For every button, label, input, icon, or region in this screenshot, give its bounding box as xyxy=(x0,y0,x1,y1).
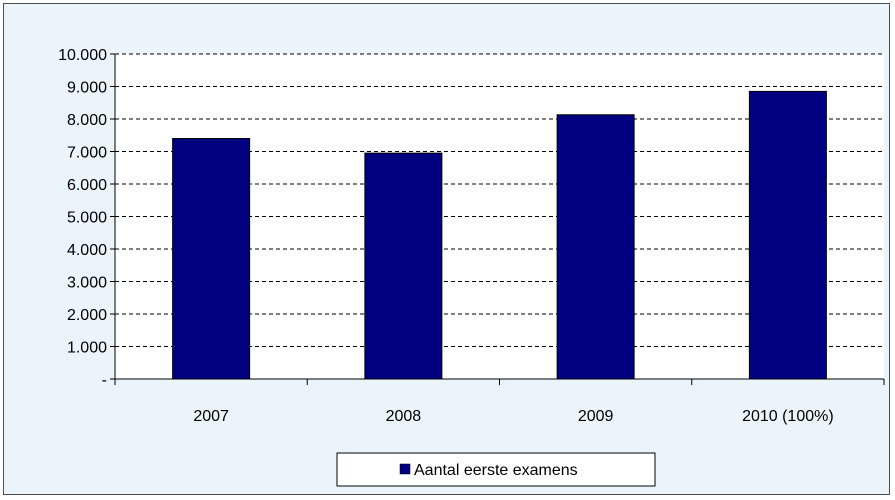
legend: Aantal eerste examens xyxy=(336,452,656,487)
bar-2009 xyxy=(556,114,635,380)
legend-box xyxy=(336,452,656,487)
y-tick-label: 4.000 xyxy=(67,242,107,259)
y-tick-label: 6.000 xyxy=(67,177,107,194)
bar-2007 xyxy=(172,138,251,380)
bar-2010 xyxy=(748,90,827,380)
y-tick-label: 7.000 xyxy=(67,145,107,162)
tick-labels: - 1.000 2.000 3.000 4.000 5.000 6.000 7.000 8.00… xyxy=(58,47,834,425)
y-tick-label: 5.000 xyxy=(67,210,107,227)
y-tick-label: 1.000 xyxy=(67,340,107,357)
y-tick-label: - xyxy=(102,372,107,389)
bar-chart: - 1.000 2.000 3.000 4.000 5.000 6.000 7.000 8.00… xyxy=(58,47,885,487)
y-tick-label: 8.000 xyxy=(67,112,107,129)
legend-swatch xyxy=(399,463,411,475)
x-tick-label: 2009 xyxy=(578,408,614,425)
x-tick-label: 2008 xyxy=(386,408,422,425)
y-tick-label: 9.000 xyxy=(67,80,107,97)
bars xyxy=(172,90,827,380)
y-tick-label: 2.000 xyxy=(67,307,107,324)
axes xyxy=(110,53,885,385)
legend-label: Aantal eerste examens xyxy=(414,462,578,479)
x-tick-label: 2010 (100%) xyxy=(742,408,834,425)
x-tick-label: 2007 xyxy=(193,408,229,425)
y-tick-label: 10.000 xyxy=(58,47,107,64)
chart-frame: - 1.000 2.000 3.000 4.000 5.000 6.000 7.000 8.00… xyxy=(3,3,890,495)
bar-2008 xyxy=(364,152,443,380)
y-tick-label: 3.000 xyxy=(67,275,107,292)
